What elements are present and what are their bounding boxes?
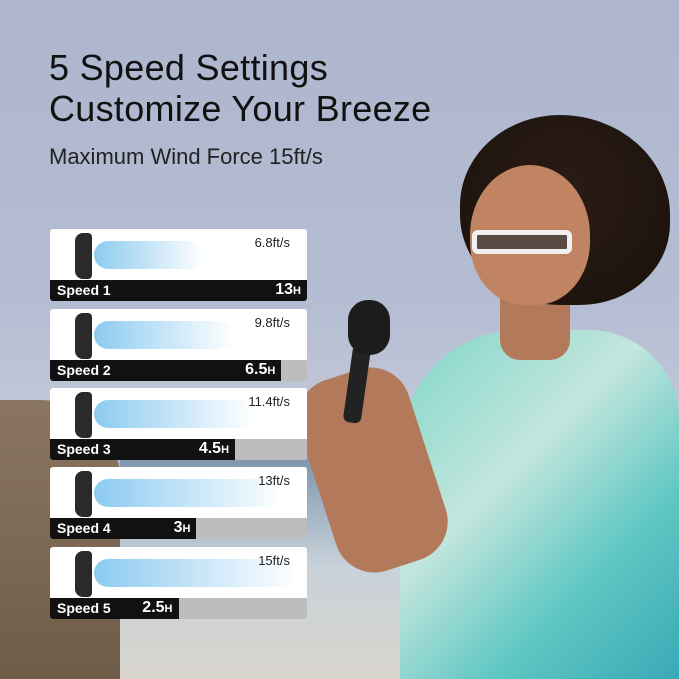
runtime-unit: H <box>182 523 191 535</box>
fan-icon <box>75 551 92 597</box>
runtime-value: 4.5 <box>198 440 222 457</box>
wind-graphic <box>94 400 254 428</box>
speed-card: 15ft/s Speed 5 2.5H <box>50 547 307 619</box>
battery-bar: Speed 2 6.5H <box>50 360 282 381</box>
runtime-value: 13 <box>275 281 294 298</box>
runtime-value: 6.5 <box>245 361 268 378</box>
subtitle: Maximum Wind Force 15ft/s <box>49 144 323 169</box>
wind-graphic <box>94 321 234 349</box>
headline: 5 Speed Settings Customize Your Breeze <box>49 47 432 129</box>
speed-label: Speed 2 <box>57 362 111 378</box>
sunglasses <box>472 230 572 254</box>
fan-icon <box>75 313 92 359</box>
headline-line-2: Customize Your Breeze <box>49 88 432 129</box>
fan-icon <box>75 233 92 279</box>
runtime: 6.5H <box>245 361 275 379</box>
wind-speed: 13ft/s <box>258 473 290 488</box>
runtime-unit: H <box>221 444 230 456</box>
runtime: 3H <box>174 519 191 537</box>
speed-label: Speed 5 <box>57 600 111 616</box>
speed-label: Speed 4 <box>57 520 111 536</box>
wind-speed: 6.8ft/s <box>254 235 290 250</box>
speed-card: 13ft/s Speed 4 3H <box>50 467 307 539</box>
battery-bar: Speed 1 13H <box>50 280 307 301</box>
speed-label: Speed 1 <box>57 282 111 298</box>
person-shirt <box>400 330 679 679</box>
speed-card: 6.8ft/s Speed 1 13H <box>50 229 307 301</box>
wind-speed: 15ft/s <box>258 553 290 568</box>
runtime-unit: H <box>164 603 173 615</box>
speed-card: 9.8ft/s Speed 2 6.5H <box>50 309 307 381</box>
wind-graphic <box>94 241 204 269</box>
battery-bar: Speed 3 4.5H <box>50 439 236 460</box>
runtime-unit: H <box>267 365 276 377</box>
runtime-unit: H <box>293 285 301 297</box>
handheld-fan <box>348 300 390 355</box>
wind-speed: 9.8ft/s <box>254 315 290 330</box>
speed-card: 11.4ft/s Speed 3 4.5H <box>50 388 307 460</box>
runtime: 13H <box>275 281 301 299</box>
wind-speed: 11.4ft/s <box>248 394 290 409</box>
runtime: 2.5H <box>142 599 172 617</box>
speed-label: Speed 3 <box>57 441 111 457</box>
runtime-value: 3 <box>173 519 183 536</box>
headline-line-1: 5 Speed Settings <box>49 47 329 88</box>
battery-bar: Speed 5 2.5H <box>50 598 179 619</box>
runtime-value: 2.5 <box>142 599 165 616</box>
battery-bar: Speed 4 3H <box>50 518 197 539</box>
wind-graphic <box>94 559 299 587</box>
fan-icon <box>75 471 92 517</box>
fan-icon <box>75 392 92 438</box>
wind-graphic <box>94 479 284 507</box>
runtime: 4.5H <box>199 440 229 458</box>
